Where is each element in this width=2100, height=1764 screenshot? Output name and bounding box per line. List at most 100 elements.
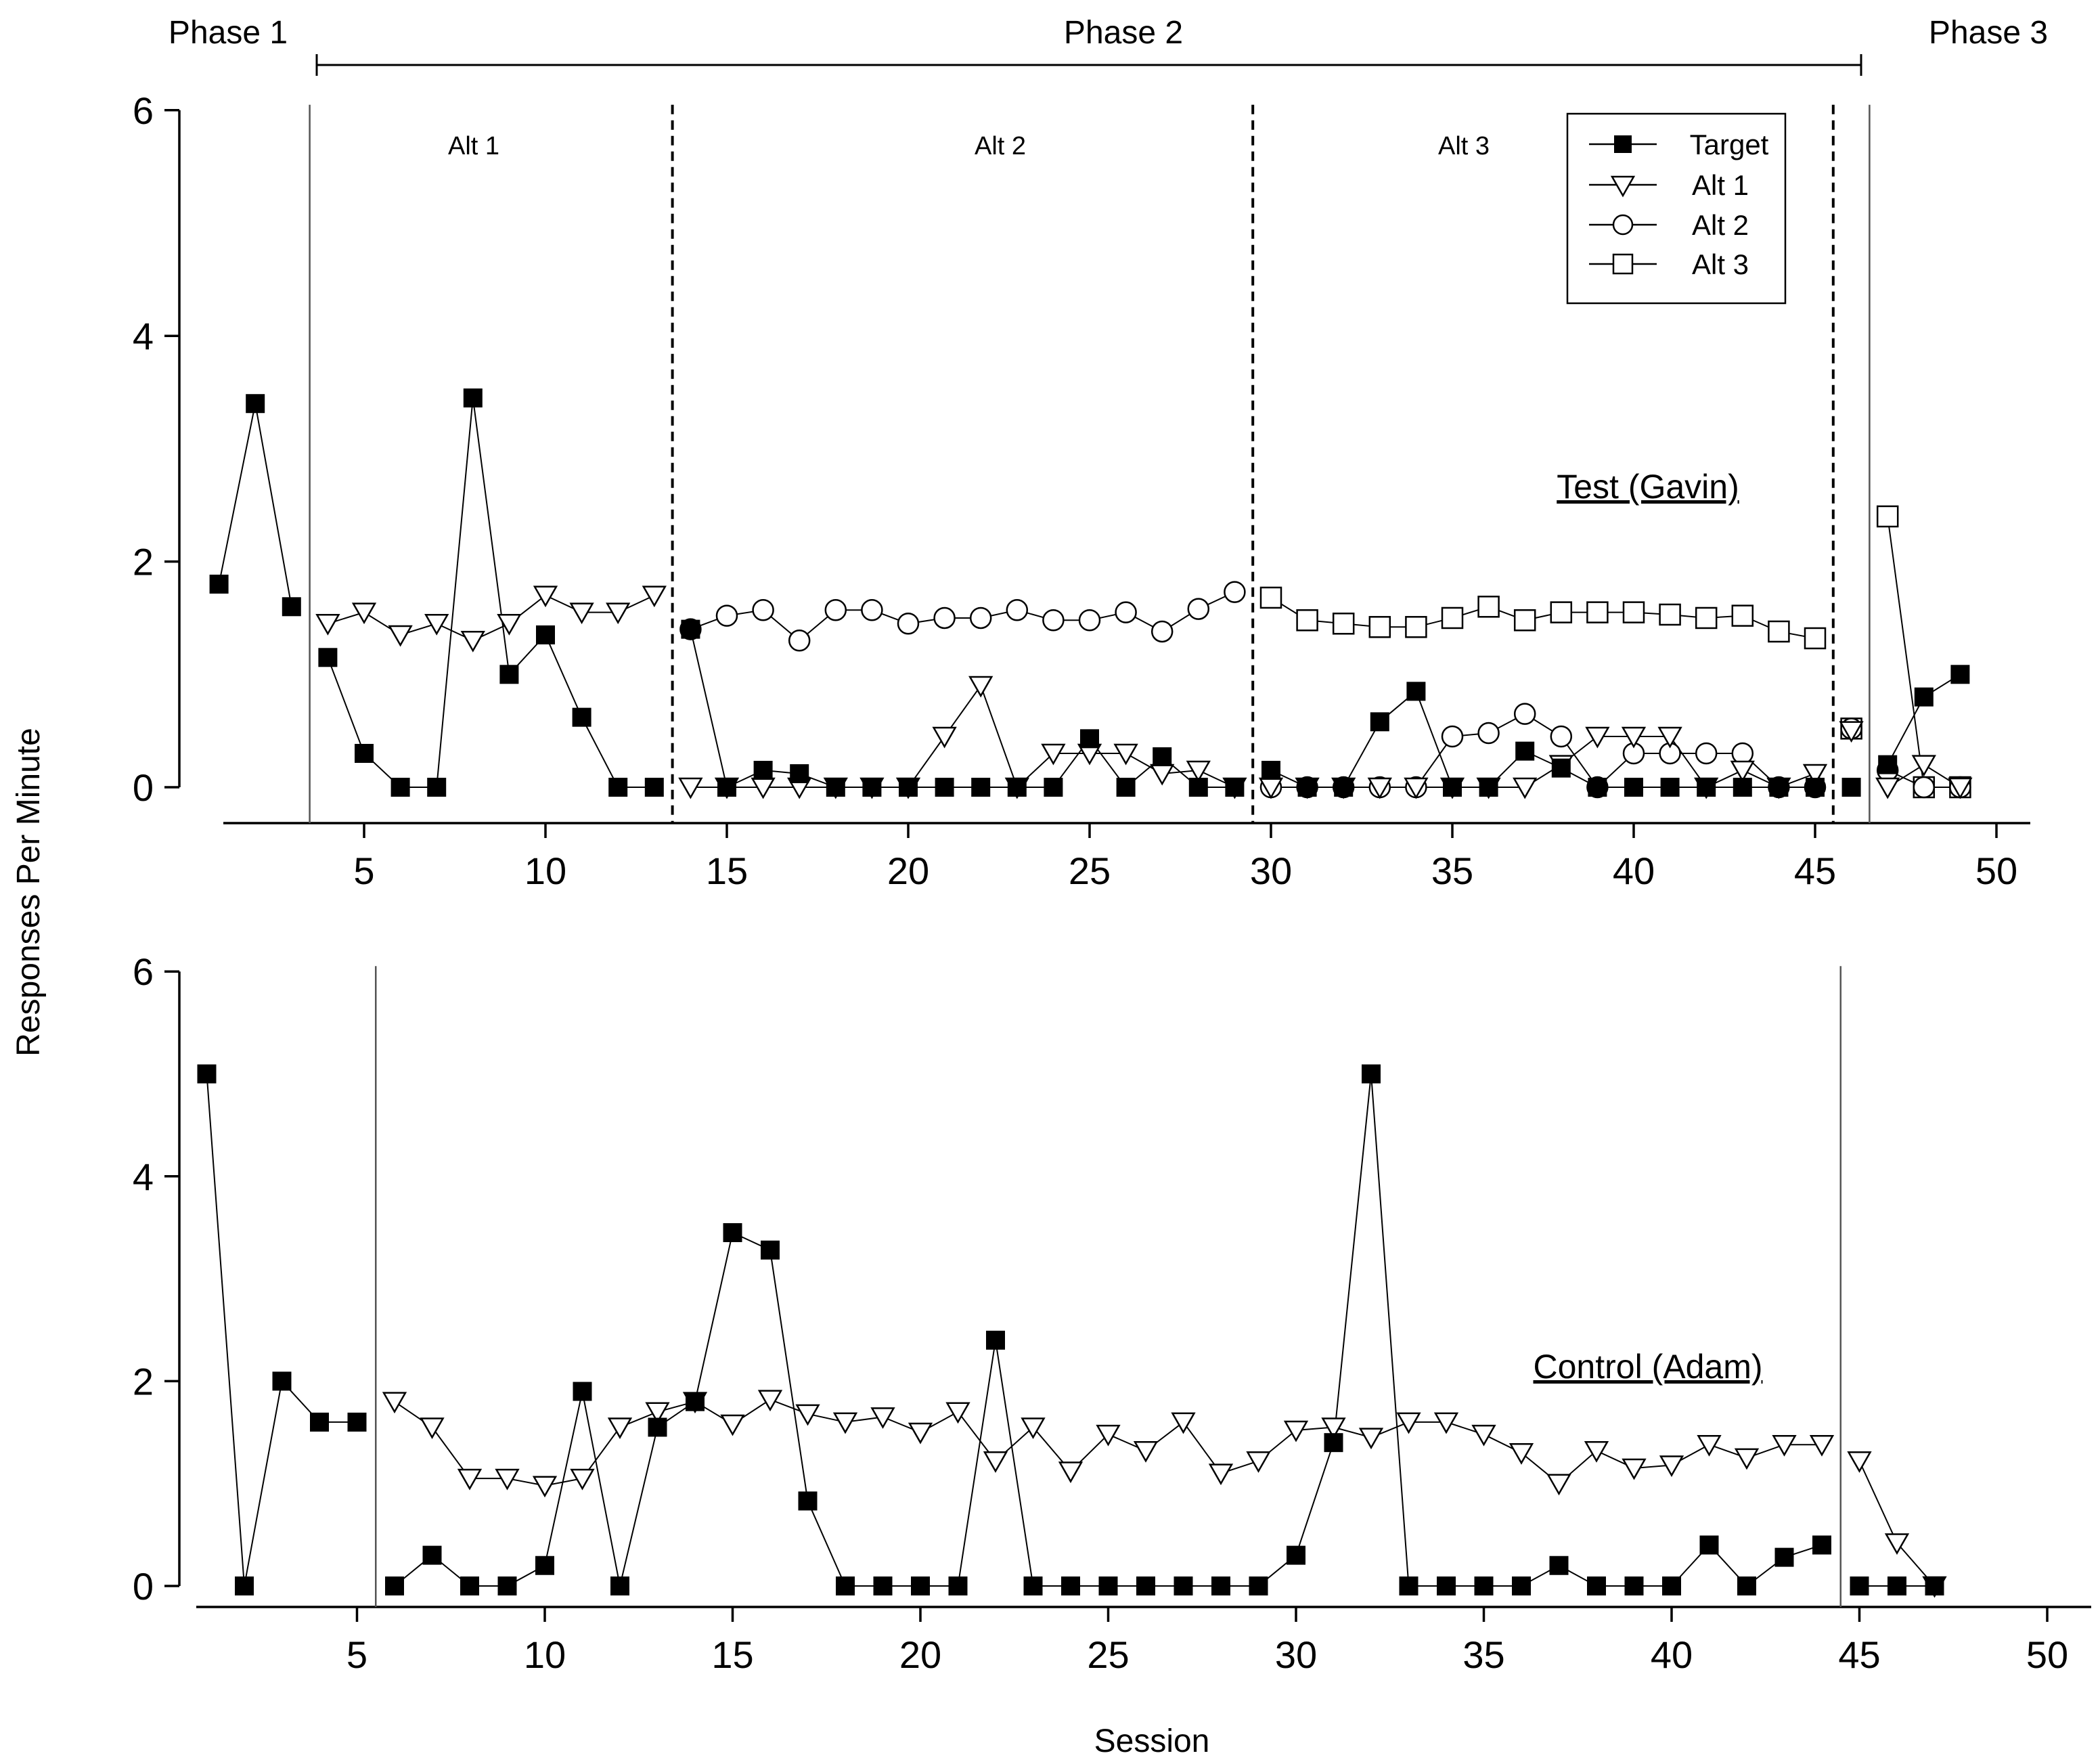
series-alt-1 bbox=[328, 594, 1961, 789]
data-point-alt-1 bbox=[460, 631, 485, 653]
data-point-alt-1 bbox=[678, 777, 703, 799]
data-point-alt-1 bbox=[457, 1468, 483, 1491]
legend-box bbox=[1566, 112, 1787, 305]
data-point-alt-1 bbox=[424, 614, 449, 636]
data-point-target bbox=[826, 778, 845, 797]
data-point-alt-1 bbox=[1021, 1417, 1046, 1440]
data-point-target bbox=[1211, 1576, 1230, 1595]
data-point-alt-1 bbox=[1208, 1463, 1234, 1486]
data-point-target bbox=[355, 743, 374, 763]
legend-label-alt-1: Alt 1 bbox=[1692, 169, 1749, 201]
data-point-target bbox=[717, 778, 736, 797]
data-point-target bbox=[971, 778, 991, 797]
y-tick-label: 4 bbox=[133, 1155, 154, 1198]
data-point-target bbox=[197, 1064, 217, 1084]
data-point-target bbox=[1512, 1576, 1531, 1595]
data-point-alt-3 bbox=[1513, 609, 1536, 632]
data-point-target bbox=[681, 619, 700, 639]
data-point-target bbox=[1660, 778, 1680, 797]
data-point-alt-1 bbox=[1246, 1451, 1271, 1473]
x-tick-label: 15 bbox=[706, 850, 748, 892]
data-point-target bbox=[1624, 1576, 1644, 1595]
data-point-target bbox=[1925, 1576, 1944, 1595]
series-line-target bbox=[690, 629, 1235, 789]
data-point-alt-1 bbox=[1911, 755, 1936, 777]
data-point-alt-1 bbox=[532, 1476, 558, 1498]
data-point-alt-2 bbox=[788, 630, 811, 652]
x-tick-label: 45 bbox=[1794, 850, 1836, 892]
data-point-target bbox=[1334, 778, 1354, 797]
data-point-target bbox=[1261, 760, 1280, 780]
data-point-alt-3 bbox=[1586, 601, 1609, 623]
data-point-alt-1 bbox=[795, 1404, 820, 1426]
x-tick-label: 25 bbox=[1069, 850, 1111, 892]
series-line-target bbox=[394, 1074, 1823, 1587]
data-point-alt-1 bbox=[569, 602, 594, 625]
data-point-target bbox=[1297, 778, 1317, 797]
legend-label-target: Target bbox=[1690, 129, 1769, 160]
data-point-alt-2 bbox=[824, 599, 847, 621]
data-point-target bbox=[1399, 1576, 1418, 1595]
legend: Target Alt 1 Alt 2 Alt 3 bbox=[1566, 112, 1787, 305]
data-point-target bbox=[246, 394, 265, 414]
data-point-alt-1 bbox=[1875, 777, 1900, 799]
data-point-target bbox=[873, 1576, 893, 1595]
data-point-target bbox=[427, 778, 447, 797]
data-point-alt-1 bbox=[1404, 777, 1429, 799]
data-point-alt-2 bbox=[861, 599, 883, 621]
data-point-target bbox=[1443, 778, 1462, 797]
data-point-target bbox=[1153, 747, 1172, 766]
data-point-alt-1 bbox=[570, 1468, 595, 1491]
legend-entry-alt-2: Alt 2 bbox=[1589, 209, 1749, 241]
test-gavin-panel: 0 2 4 6 5 10 15 20 25 30 35 40 45 50 bbox=[133, 89, 2030, 892]
data-point-target bbox=[790, 764, 809, 783]
data-point-alt-2 bbox=[715, 604, 738, 627]
markers-alt-3 bbox=[1259, 505, 1971, 799]
x-tick-label: 5 bbox=[347, 1633, 367, 1676]
data-point-target bbox=[347, 1412, 367, 1432]
data-point-target bbox=[282, 597, 301, 617]
y-tick-label: 2 bbox=[133, 1360, 154, 1403]
markers-target bbox=[197, 1064, 1944, 1595]
series-line-alt-2 bbox=[690, 591, 1235, 642]
data-point-alt-3 bbox=[1259, 586, 1282, 609]
series-alt-3 bbox=[1270, 516, 1961, 788]
series-line-alt-3 bbox=[1270, 597, 1816, 639]
data-point-alt-2 bbox=[1006, 599, 1029, 621]
data-point-target bbox=[862, 778, 882, 797]
data-point-alt-1 bbox=[1150, 764, 1175, 786]
data-point-alt-1 bbox=[1697, 1434, 1722, 1457]
data-point-alt-1 bbox=[1659, 1455, 1684, 1477]
y-tick-label: 0 bbox=[133, 766, 154, 809]
data-point-alt-1 bbox=[1041, 743, 1066, 766]
data-point-alt-1 bbox=[1621, 726, 1647, 749]
data-point-target bbox=[644, 778, 664, 797]
data-point-target bbox=[1437, 1576, 1456, 1595]
data-point-alt-1 bbox=[1283, 1420, 1309, 1442]
data-point-target bbox=[948, 1576, 968, 1595]
data-point-target bbox=[1370, 712, 1389, 732]
data-point-alt-1 bbox=[932, 726, 957, 749]
data-point-target bbox=[1551, 758, 1571, 778]
data-point-alt-1 bbox=[607, 1417, 633, 1440]
data-point-alt-1 bbox=[1730, 760, 1755, 782]
data-point-target bbox=[911, 1576, 930, 1595]
data-point-alt-1 bbox=[1546, 1474, 1571, 1496]
data-point-target bbox=[1098, 1576, 1118, 1595]
data-point-alt-1 bbox=[1471, 1424, 1496, 1447]
data-point-alt-3 bbox=[1731, 604, 1754, 627]
x-tick-label: 30 bbox=[1275, 1633, 1317, 1676]
data-point-target bbox=[1887, 1576, 1906, 1595]
data-point-target bbox=[1812, 1535, 1831, 1555]
data-point-target bbox=[1549, 1556, 1569, 1575]
data-point-alt-2 bbox=[933, 607, 956, 630]
x-tick-label: 20 bbox=[899, 1633, 941, 1676]
data-point-alt-1 bbox=[1948, 777, 1973, 799]
data-point-alt-1 bbox=[1396, 1412, 1421, 1434]
data-point-target bbox=[753, 760, 773, 780]
markers-alt-1 bbox=[315, 586, 1973, 799]
data-point-alt-1 bbox=[1321, 1417, 1346, 1440]
data-point-target bbox=[1737, 1576, 1756, 1595]
data-point-alt-3 bbox=[1405, 616, 1427, 638]
